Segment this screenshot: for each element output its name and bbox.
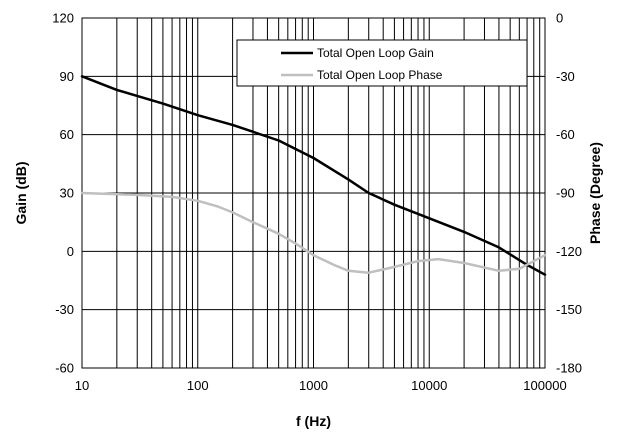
x-tick-label: 10 xyxy=(75,378,89,393)
y2-axis-title: Phase (Degree) xyxy=(587,142,603,244)
y2-ticks: 0 -30 -60 -90 -120 -150 -180 xyxy=(556,11,582,376)
y-tick-label: -60 xyxy=(55,361,74,376)
x-tick-label: 100000 xyxy=(523,378,566,393)
y-tick-label: 30 xyxy=(60,186,74,201)
series-layer xyxy=(80,75,547,276)
y2-tick-label: -30 xyxy=(556,69,575,84)
legend: Total Open Loop Gain Total Open Loop Pha… xyxy=(236,39,528,87)
series-line-1 xyxy=(80,191,547,274)
x-ticks: 10 100 1000 10000 100000 xyxy=(75,378,567,393)
y-tick-label: -30 xyxy=(55,302,74,317)
y2-tick-label: -180 xyxy=(556,361,582,376)
y2-tick-label: -60 xyxy=(556,127,575,142)
x-tick-label: 10000 xyxy=(411,378,447,393)
legend-label-gain: Total Open Loop Gain xyxy=(317,46,434,60)
y2-tick-label: 0 xyxy=(556,11,563,26)
legend-box xyxy=(236,39,528,87)
y-tick-label: 90 xyxy=(60,69,74,84)
series-line-0 xyxy=(80,75,547,276)
y2-tick-label: -120 xyxy=(556,244,582,259)
y-tick-label: 60 xyxy=(60,127,74,142)
x-tick-label: 1000 xyxy=(299,378,328,393)
y-axis-title: Gain (dB) xyxy=(13,162,29,225)
y-ticks: 120 90 60 30 0 -30 -60 xyxy=(52,11,74,376)
legend-label-phase: Total Open Loop Phase xyxy=(317,68,443,82)
y2-tick-label: -90 xyxy=(556,186,575,201)
y-tick-label: 0 xyxy=(67,244,74,259)
y-tick-label: 120 xyxy=(52,11,74,26)
y2-tick-label: -150 xyxy=(556,302,582,317)
x-axis-title: f (Hz) xyxy=(296,413,331,429)
x-tick-label: 100 xyxy=(187,378,209,393)
